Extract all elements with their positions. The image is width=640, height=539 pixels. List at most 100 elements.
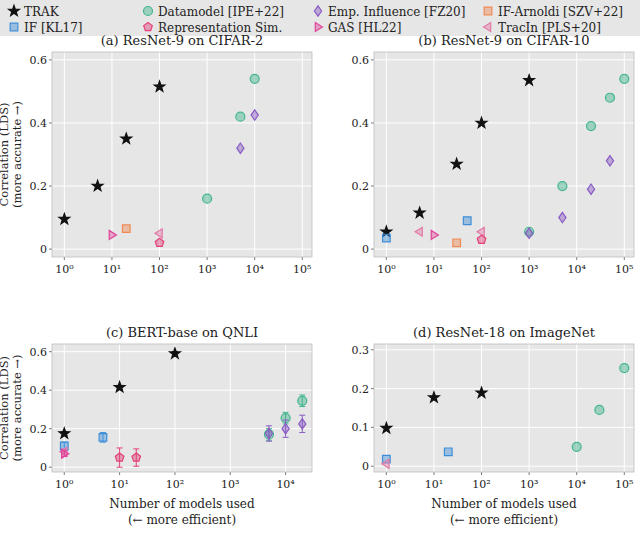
tick-mark xyxy=(386,257,387,260)
tick-label: 10⁵ xyxy=(615,263,633,276)
grid-line xyxy=(386,344,387,472)
tick-label: 10³ xyxy=(198,263,216,276)
tick-label: 10⁴ xyxy=(276,478,295,491)
data-point xyxy=(524,75,535,85)
series xyxy=(109,230,116,239)
grid-line xyxy=(52,122,312,123)
series xyxy=(381,387,487,432)
tick-label: 10³ xyxy=(520,263,538,276)
series xyxy=(237,110,259,153)
legend-label: IF-Arnoldi [SZV+22] xyxy=(498,5,623,19)
data-point xyxy=(559,212,566,222)
legend-item: TRAK xyxy=(9,5,60,19)
data-point xyxy=(115,453,124,461)
tick-mark xyxy=(481,472,482,475)
tick-mark xyxy=(433,472,434,475)
legend-item: GAS [HL22] xyxy=(315,21,401,35)
data-layer xyxy=(59,348,307,467)
tick-label: 10⁴ xyxy=(567,478,586,491)
grid-line xyxy=(374,59,634,60)
figure: TRAKIF [KL17]Datamodel [IPE+22]Represent… xyxy=(0,0,640,539)
tick-label: 10² xyxy=(150,263,168,276)
error-cap xyxy=(133,448,139,449)
error-cap xyxy=(266,441,272,442)
tick-label: 0.2 xyxy=(352,383,370,396)
legend-marker xyxy=(144,23,153,31)
tick-mark xyxy=(159,257,160,260)
data-point xyxy=(526,228,533,238)
tick-mark xyxy=(49,428,52,429)
x-axis-label: Number of models used xyxy=(109,497,255,511)
grid-line xyxy=(374,388,634,389)
legend-label: GAS [HL22] xyxy=(328,21,401,35)
data-point xyxy=(383,234,391,242)
error-cap xyxy=(117,467,123,468)
data-point xyxy=(605,93,614,102)
grid-line xyxy=(52,249,312,250)
legend-marker xyxy=(314,6,321,16)
plot-background xyxy=(374,344,634,472)
data-point xyxy=(298,396,307,405)
data-point xyxy=(453,239,461,247)
grid-line xyxy=(374,466,634,467)
legend-item: Emp. Influence [FZ20] xyxy=(314,5,465,19)
series xyxy=(525,74,629,236)
grid-line xyxy=(174,344,175,472)
tick-label: 10¹ xyxy=(425,478,443,491)
tick-mark xyxy=(371,349,374,350)
series xyxy=(383,448,453,463)
grid-line xyxy=(433,52,434,257)
series xyxy=(264,395,306,440)
error-cap xyxy=(299,432,305,433)
series xyxy=(383,217,472,242)
legend-background xyxy=(0,0,640,36)
tick-label: 0 xyxy=(362,243,369,256)
tick-label: 10¹ xyxy=(110,478,128,491)
tick-label: 10³ xyxy=(221,478,239,491)
tick-mark xyxy=(371,388,374,389)
tick-mark xyxy=(207,257,208,260)
data-point xyxy=(92,180,103,190)
tick-label: 0.6 xyxy=(30,346,48,359)
grid-line xyxy=(52,351,312,352)
data-point xyxy=(299,419,306,429)
x-axis-label: Number of models used xyxy=(431,497,577,511)
data-point xyxy=(477,235,486,243)
tick-mark xyxy=(64,257,65,260)
grid-line xyxy=(64,52,65,257)
tick-mark xyxy=(49,351,52,352)
error-cap xyxy=(283,420,289,421)
legend-marker xyxy=(484,7,492,15)
grid-line xyxy=(52,59,312,60)
data-point xyxy=(203,194,212,203)
tick-label: 10³ xyxy=(520,478,538,491)
data-point xyxy=(236,112,245,121)
plot-frame xyxy=(374,52,634,257)
grid-line xyxy=(481,52,482,257)
tick-mark xyxy=(371,249,374,250)
data-point xyxy=(620,364,629,373)
tick-mark xyxy=(481,257,482,260)
tick-mark xyxy=(49,186,52,187)
tick-mark xyxy=(576,257,577,260)
tick-label: 10⁴ xyxy=(567,263,586,276)
data-point xyxy=(122,225,130,233)
series xyxy=(61,449,69,458)
tick-label: 10² xyxy=(472,263,490,276)
grid-line xyxy=(111,52,112,257)
tick-mark xyxy=(529,472,530,475)
data-point xyxy=(476,117,487,127)
data-point xyxy=(429,392,440,402)
tick-label: 0.4 xyxy=(30,384,48,397)
error-cap xyxy=(299,395,305,396)
tick-mark xyxy=(111,257,112,260)
tick-label: 10⁰ xyxy=(55,478,74,491)
series xyxy=(155,229,162,238)
data-point xyxy=(558,182,567,191)
panel: (d) ResNet-18 on ImageNet00.10.20.310⁰10… xyxy=(352,325,635,527)
series xyxy=(59,348,180,438)
data-point xyxy=(237,143,244,153)
legend-label: Emp. Influence [FZ20] xyxy=(328,5,465,19)
grid-line xyxy=(374,249,634,250)
tick-mark xyxy=(371,427,374,428)
